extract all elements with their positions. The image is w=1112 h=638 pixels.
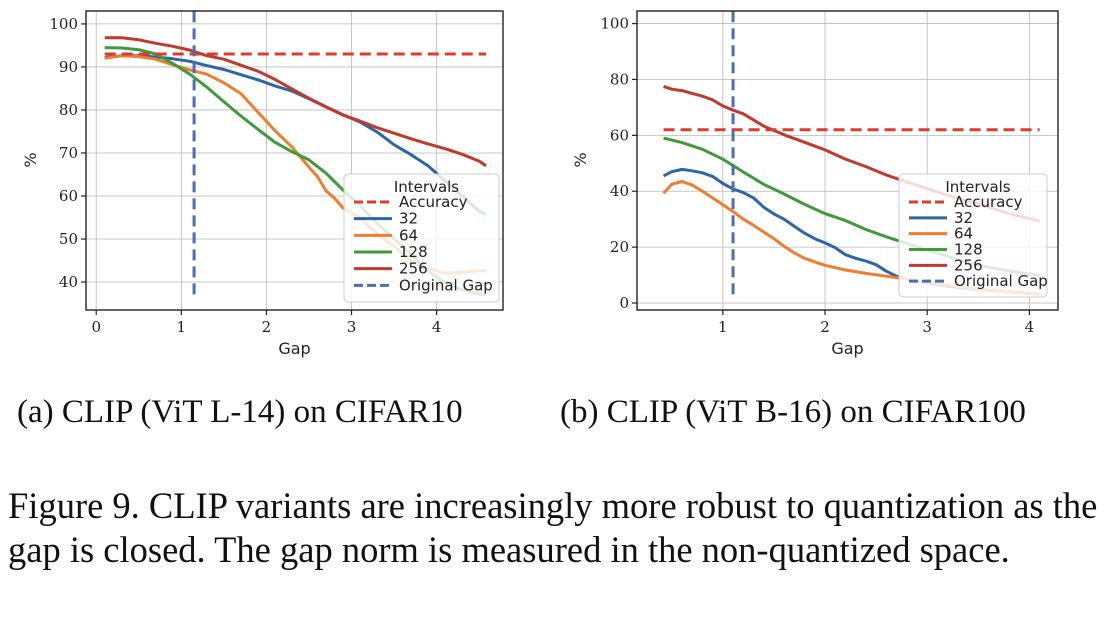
x-tick-label: 3 bbox=[922, 318, 932, 336]
plot-frame bbox=[636, 10, 1059, 311]
legend-title: Intervals bbox=[394, 178, 459, 196]
y-tick-label: 50 bbox=[59, 230, 78, 248]
x-tick-label: 0 bbox=[91, 318, 101, 336]
x-axis-label: Gap bbox=[278, 339, 310, 358]
legend-label-i128: 128 bbox=[954, 241, 983, 259]
subcaption-a: (a) CLIP (ViT L-14) on CIFAR10 bbox=[17, 394, 463, 430]
y-tick-label: 20 bbox=[610, 238, 629, 256]
chart-b-clip-vit-b16-cifar100: 1 2 3 4020406080100Gap%IntervalsAccuracy326… bbox=[571, 10, 1059, 358]
y-tick-label: 40 bbox=[610, 182, 629, 200]
series-line-256 bbox=[104, 36, 487, 168]
legend-label-i32: 32 bbox=[954, 209, 973, 227]
legend-title: Intervals bbox=[945, 178, 1010, 196]
legend-label-i64: 64 bbox=[399, 226, 418, 244]
figure-caption: Figure 9. CLIP variants are increasingly… bbox=[8, 485, 1098, 571]
legend-label-i64: 64 bbox=[954, 225, 973, 243]
y-tick-label: 0 bbox=[619, 294, 629, 312]
chart-a-clip-vit-l14-cifar10: 0 1 2 3 4 40 50 60 70 80 90 100 Gap% IntervalsAccurac… bbox=[21, 10, 504, 358]
x-tick-label: 2 bbox=[820, 318, 830, 336]
x-axis-label: Gap bbox=[831, 339, 863, 358]
y-axis-label: % bbox=[571, 152, 590, 167]
y-tick-label: 80 bbox=[59, 101, 78, 119]
y-tick-label: 40 bbox=[59, 273, 78, 291]
y-tick-label: 60 bbox=[59, 187, 78, 205]
y-tick-label: 80 bbox=[610, 70, 629, 88]
x-tick-label: 4 bbox=[1025, 318, 1035, 336]
x-tick-label: 2 bbox=[262, 318, 272, 336]
legend-label-accuracy: Accuracy bbox=[399, 193, 468, 211]
y-tick-label: 70 bbox=[59, 144, 78, 162]
x-tick-label: 3 bbox=[347, 318, 357, 336]
subcaption-b: (b) CLIP (ViT B-16) on CIFAR100 bbox=[560, 394, 1026, 430]
y-tick-label: 90 bbox=[59, 58, 78, 76]
legend-label-original_gap: Original Gap bbox=[399, 276, 493, 294]
x-tick-label: 1 bbox=[718, 318, 728, 336]
x-tick-label: 4 bbox=[432, 318, 442, 336]
y-tick-label: 60 bbox=[610, 126, 629, 144]
plot-frame bbox=[85, 10, 504, 311]
x-tick-label: 1 bbox=[177, 318, 187, 336]
legend-label-i256: 256 bbox=[954, 256, 983, 274]
y-tick-label: 100 bbox=[600, 15, 629, 33]
legend-label-i256: 256 bbox=[399, 260, 428, 278]
legend-label-i32: 32 bbox=[399, 210, 418, 228]
legend-label-i128: 128 bbox=[399, 243, 428, 261]
y-axis-label: % bbox=[21, 152, 40, 167]
legend-label-original_gap: Original Gap bbox=[954, 272, 1048, 290]
y-tick-label: 100 bbox=[49, 15, 78, 33]
legend-label-accuracy: Accuracy bbox=[954, 193, 1023, 211]
